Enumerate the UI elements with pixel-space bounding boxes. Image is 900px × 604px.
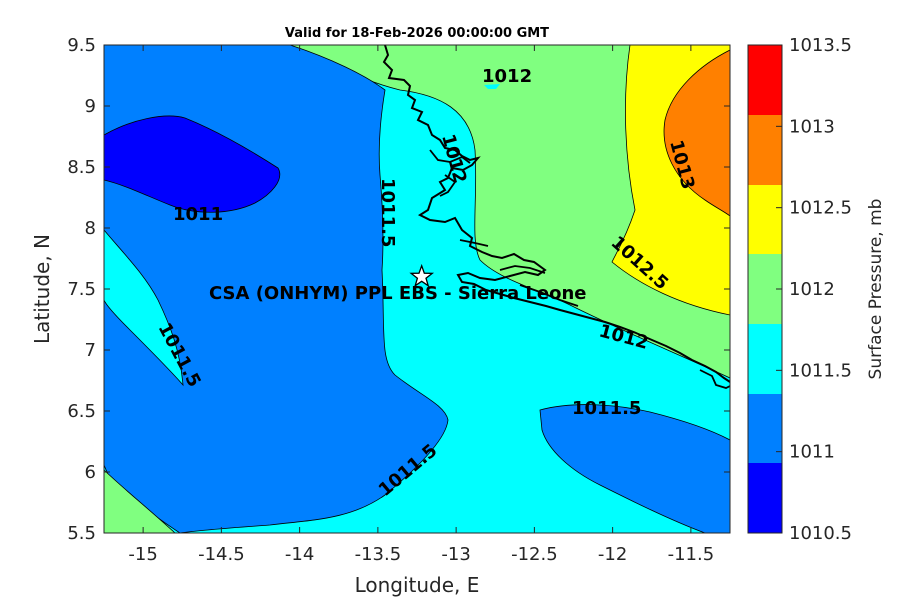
band-1011.5-1012-north bbox=[289, 45, 730, 379]
y-tick-label: 5.5 bbox=[67, 523, 96, 544]
site-marker: CSA (ONHYM) PPL EBS - Sierra Leone bbox=[209, 263, 586, 304]
y-tick-label: 6.5 bbox=[67, 401, 96, 422]
coastline bbox=[382, 45, 730, 383]
coastline-layer bbox=[382, 45, 730, 389]
colorbar-tick-label: 1011 bbox=[789, 442, 835, 463]
x-axis-label: Longitude, E bbox=[355, 573, 480, 597]
y-axis-label: Latitude, N bbox=[30, 234, 54, 344]
colorbar-ticks: 1013.5 1013 1012.5 1012 1011.5 1011 1010.5 bbox=[776, 35, 852, 544]
x-tick-label: -13.5 bbox=[355, 544, 402, 565]
y-tick-label: 8.5 bbox=[67, 157, 96, 178]
colorbar-label: Surface Pressure, mb bbox=[866, 199, 886, 380]
colorbar: 1013.5 1013 1012.5 1012 1011.5 1011 1010.5 bbox=[747, 35, 852, 544]
contour-label-1012-north: 1012 bbox=[482, 66, 532, 87]
band-1012.5-1013 bbox=[663, 49, 730, 217]
colorbar-tick-label: 1012 bbox=[789, 279, 835, 300]
colorbar-swatch-1011-1011.5 bbox=[748, 324, 782, 394]
colorbar-swatch-1010.5-1011 bbox=[748, 394, 782, 463]
band-1011-1011.5-west-notch bbox=[104, 229, 184, 387]
y-tick-label: 7 bbox=[85, 340, 96, 361]
x-tick-label: -15 bbox=[128, 544, 157, 565]
y-tick-label: 6 bbox=[85, 462, 96, 483]
band-1011-1011.5-north-tick bbox=[484, 84, 500, 89]
coastline-tail bbox=[699, 369, 730, 389]
colorbar-swatch-1012.5-1013 bbox=[748, 115, 782, 185]
x-tick-label: -14.5 bbox=[198, 544, 245, 565]
x-tick-label: -13 bbox=[441, 544, 470, 565]
colorbar-tick-label: 1013.5 bbox=[789, 35, 852, 56]
site-star-icon bbox=[409, 263, 435, 288]
y-tick-label: 9 bbox=[85, 96, 96, 117]
y-tick-label: 9.5 bbox=[67, 35, 96, 56]
colorbar-tick-label: 1013 bbox=[789, 116, 835, 137]
contour-label-1011.5-southeast: 1011.5 bbox=[572, 398, 641, 419]
x-axis-ticks: -15 -14.5 -14 -13.5 -13 -12.5 -12 -11.5 bbox=[128, 45, 714, 565]
band-below-1010.5-west bbox=[104, 115, 281, 213]
contour-label-1011.5-center: 1011.5 bbox=[377, 178, 398, 247]
x-tick-label: -11.5 bbox=[668, 544, 715, 565]
x-tick-label: -12 bbox=[598, 544, 627, 565]
colorbar-tick-label: 1010.5 bbox=[789, 523, 852, 544]
map-title: Valid for 18-Feb-2026 00:00:00 GMT bbox=[285, 26, 549, 41]
y-tick-label: 7.5 bbox=[67, 279, 96, 300]
band-1010.5-1011-southeast bbox=[539, 404, 730, 533]
y-tick-label: 8 bbox=[85, 218, 96, 239]
colorbar-swatch-below-1010.5 bbox=[748, 463, 782, 533]
contour-label-1011-west: 1011 bbox=[173, 204, 223, 225]
colorbar-tick-label: 1011.5 bbox=[789, 360, 852, 381]
colorbar-swatch-1013-1013.5 bbox=[748, 45, 782, 115]
colorbar-swatch-1012-1012.5 bbox=[748, 185, 782, 254]
contour-fill-layer bbox=[104, 45, 730, 533]
x-tick-label: -14 bbox=[285, 544, 314, 565]
y-axis-ticks: 9.5 9 8.5 8 7.5 7 6.5 6 5.5 bbox=[67, 35, 730, 544]
coastline-inlet-1 bbox=[429, 149, 579, 307]
colorbar-tick-label: 1012.5 bbox=[789, 198, 852, 219]
site-label: CSA (ONHYM) PPL EBS - Sierra Leone bbox=[209, 283, 586, 304]
x-tick-label: -12.5 bbox=[511, 544, 558, 565]
